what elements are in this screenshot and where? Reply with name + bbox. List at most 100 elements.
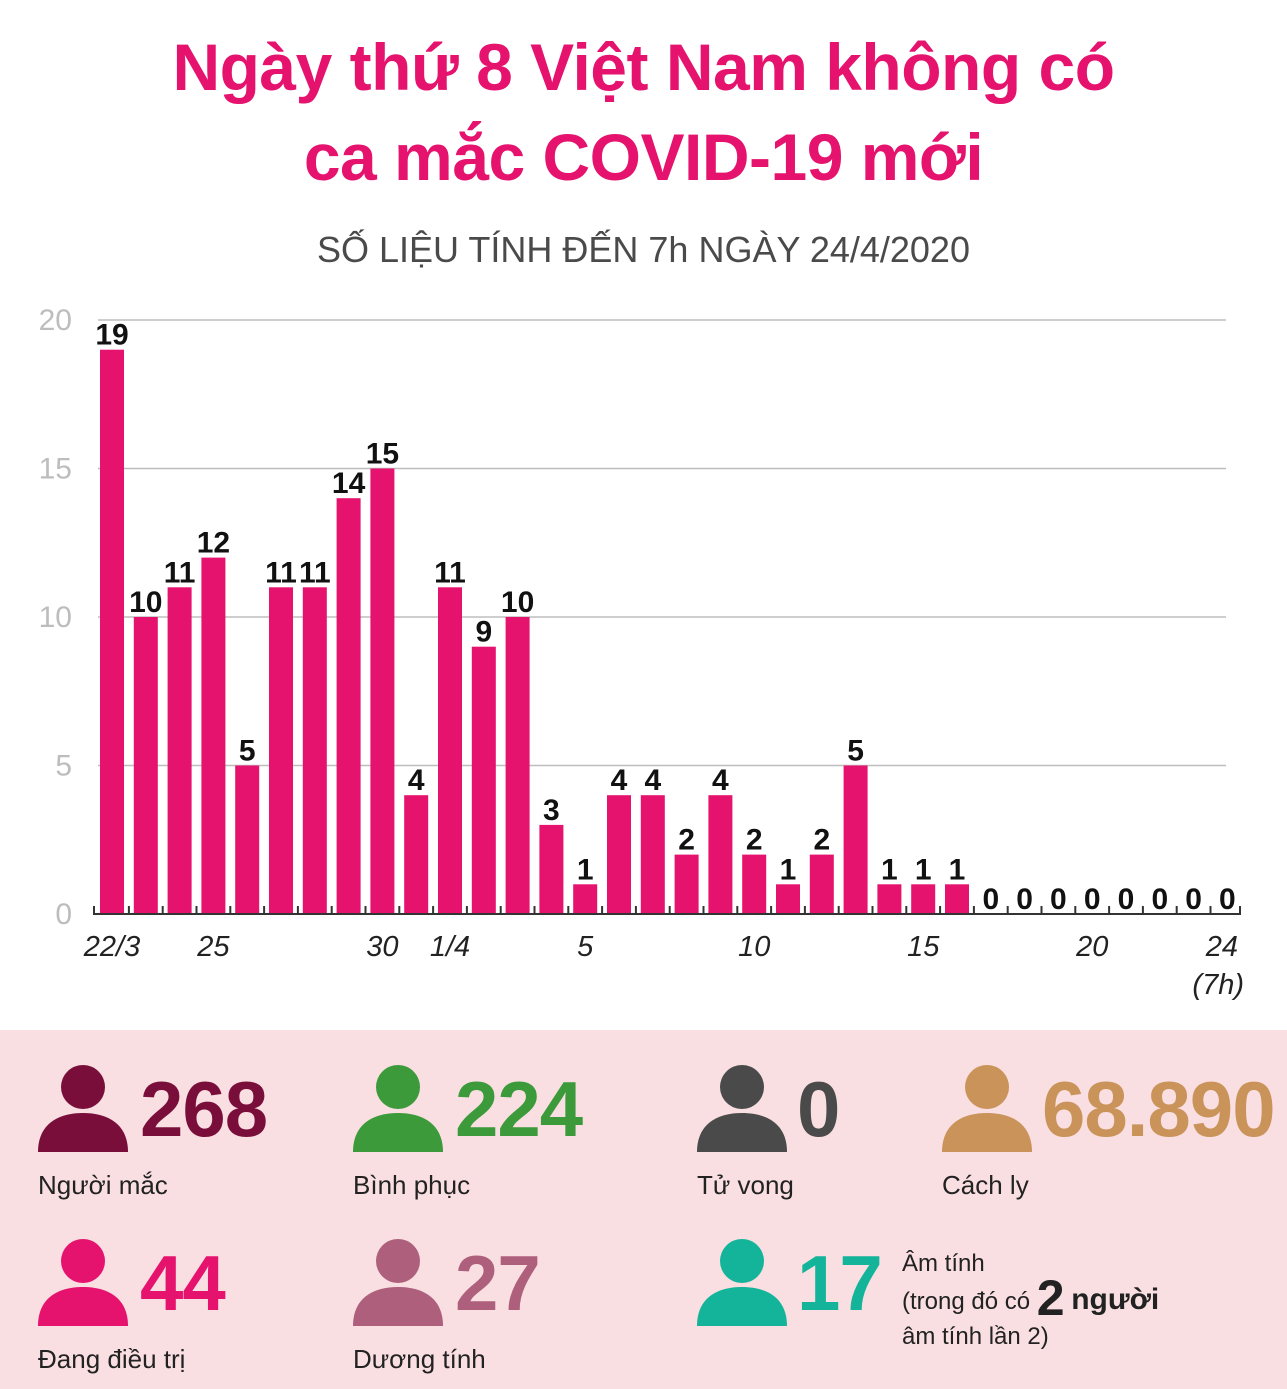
bar-value-label: 11 <box>265 556 297 589</box>
bar-value-label: 0 <box>1016 883 1033 916</box>
x-tick-label: 10 <box>738 931 770 963</box>
person-icon <box>697 1239 787 1326</box>
bar <box>201 557 226 914</box>
negative-note-line-3: âm tính lần 2) <box>902 1323 1049 1350</box>
person-icon <box>942 1065 1032 1152</box>
bar-value-label: 0 <box>1219 883 1236 916</box>
y-tick-label: 5 <box>55 750 72 783</box>
bar <box>809 854 834 914</box>
negative-note-prefix: (trong đó có <box>902 1288 1031 1315</box>
bar <box>877 884 902 914</box>
x-tick-label: 1/4 <box>430 931 470 963</box>
bar-value-label: 3 <box>543 794 560 827</box>
bar-value-label: 14 <box>332 467 366 500</box>
bar-value-label: 11 <box>299 556 331 589</box>
stat-positive: 27 Dương tính <box>353 1238 613 1378</box>
bar <box>742 854 767 914</box>
page-title-line-1: Ngày thứ 8 Việt Nam không có <box>172 30 1115 104</box>
bar <box>269 587 293 914</box>
stat-value: 0 <box>797 1065 840 1153</box>
x-tick-label: 5 <box>577 931 594 963</box>
negative-note-line-1: Âm tính <box>902 1250 985 1277</box>
summary-panel: 268 Người mắc 224 Bình phục 0 Tử vong 68… <box>0 1030 1287 1389</box>
bar-value-label: 11 <box>434 556 466 589</box>
person-icon <box>697 1065 787 1152</box>
stat-value: 68.890 <box>1042 1065 1276 1153</box>
bar-value-label: 0 <box>1050 883 1067 916</box>
bar <box>235 765 260 914</box>
bar-value-label: 0 <box>1084 883 1101 916</box>
bar <box>640 795 665 914</box>
stat-value: 44 <box>140 1239 226 1327</box>
x-tick-label: 24 <box>1205 931 1238 963</box>
bar-value-label: 2 <box>678 824 695 857</box>
stat-label: Dương tính <box>353 1344 486 1374</box>
bar <box>776 884 800 914</box>
bar-value-label: 0 <box>1151 883 1168 916</box>
x-tick-sublabel: (7h) <box>1192 969 1244 1001</box>
bar-value-label: 5 <box>847 735 864 768</box>
negative-note-count: 2 <box>1036 1270 1065 1326</box>
bar-value-label: 1 <box>577 853 594 886</box>
y-tick-label: 15 <box>39 453 72 486</box>
negative-note-suffix: người <box>1071 1283 1160 1316</box>
page-title-line-2: ca mắc COVID-19 mới <box>303 120 984 194</box>
stat-quarantine: 68.890 Cách ly <box>942 1064 1276 1204</box>
bar <box>471 646 496 914</box>
stat-value: 268 <box>140 1065 268 1153</box>
bar-value-label: 5 <box>239 735 256 768</box>
bar-value-label: 1 <box>949 853 966 886</box>
stat-deaths: 0 Tử vong <box>697 1064 877 1204</box>
stat-value: 224 <box>455 1065 583 1153</box>
page-subtitle: SỐ LIỆU TÍNH ĐẾN 7h NGÀY 24/4/2020 <box>317 229 970 270</box>
y-tick-label: 0 <box>55 898 72 931</box>
stat-cases: 268 Người mắc <box>38 1064 298 1204</box>
stat-label: Đang điều trị <box>38 1344 186 1374</box>
bar-value-label: 1 <box>915 853 932 886</box>
bar <box>505 617 530 914</box>
bar-value-label: 0 <box>1185 883 1202 916</box>
stat-label: Bình phục <box>353 1170 471 1200</box>
bar-value-label: 10 <box>501 586 534 619</box>
bar <box>674 854 699 914</box>
y-tick-label: 10 <box>39 601 72 634</box>
stat-value: 27 <box>455 1239 541 1327</box>
bar-value-label: 15 <box>366 438 399 471</box>
bar <box>945 884 969 914</box>
person-icon <box>353 1239 443 1326</box>
bar <box>843 765 868 914</box>
bar-value-label: 9 <box>475 616 492 649</box>
stat-label: Cách ly <box>942 1170 1029 1200</box>
x-tick-label: 15 <box>907 931 940 963</box>
bar <box>911 884 936 914</box>
bar-value-label: 10 <box>129 586 162 619</box>
bar-value-label: 1 <box>881 853 898 886</box>
bar <box>370 468 395 914</box>
person-icon <box>38 1239 128 1326</box>
bar <box>438 587 462 914</box>
x-tick-label: 25 <box>196 931 230 963</box>
bar-value-label: 12 <box>197 527 230 560</box>
bar-value-label: 4 <box>712 764 729 797</box>
bar <box>573 884 598 914</box>
person-icon <box>38 1065 128 1152</box>
bar-value-label: 2 <box>813 824 830 857</box>
bar <box>336 498 361 914</box>
bar <box>708 795 733 914</box>
bar-value-label: 2 <box>746 824 763 857</box>
bar-value-label: 0 <box>1118 883 1135 916</box>
stat-recovered: 224 Bình phục <box>353 1064 613 1204</box>
bar <box>539 824 564 914</box>
bar-value-label: 4 <box>644 764 661 797</box>
bar <box>302 587 327 914</box>
person-icon <box>353 1065 443 1152</box>
bar-value-label: 1 <box>780 853 797 886</box>
y-tick-label: 20 <box>39 304 72 337</box>
bar <box>100 349 124 914</box>
negative-note-line-2: (trong đó có 2 người <box>902 1273 1160 1323</box>
bar <box>404 795 429 914</box>
stat-label: Tử vong <box>697 1170 794 1200</box>
bar-value-label: 0 <box>982 883 999 916</box>
negative-note: Âm tính (trong đó có 2 người âm tính lần… <box>902 1246 1159 1354</box>
